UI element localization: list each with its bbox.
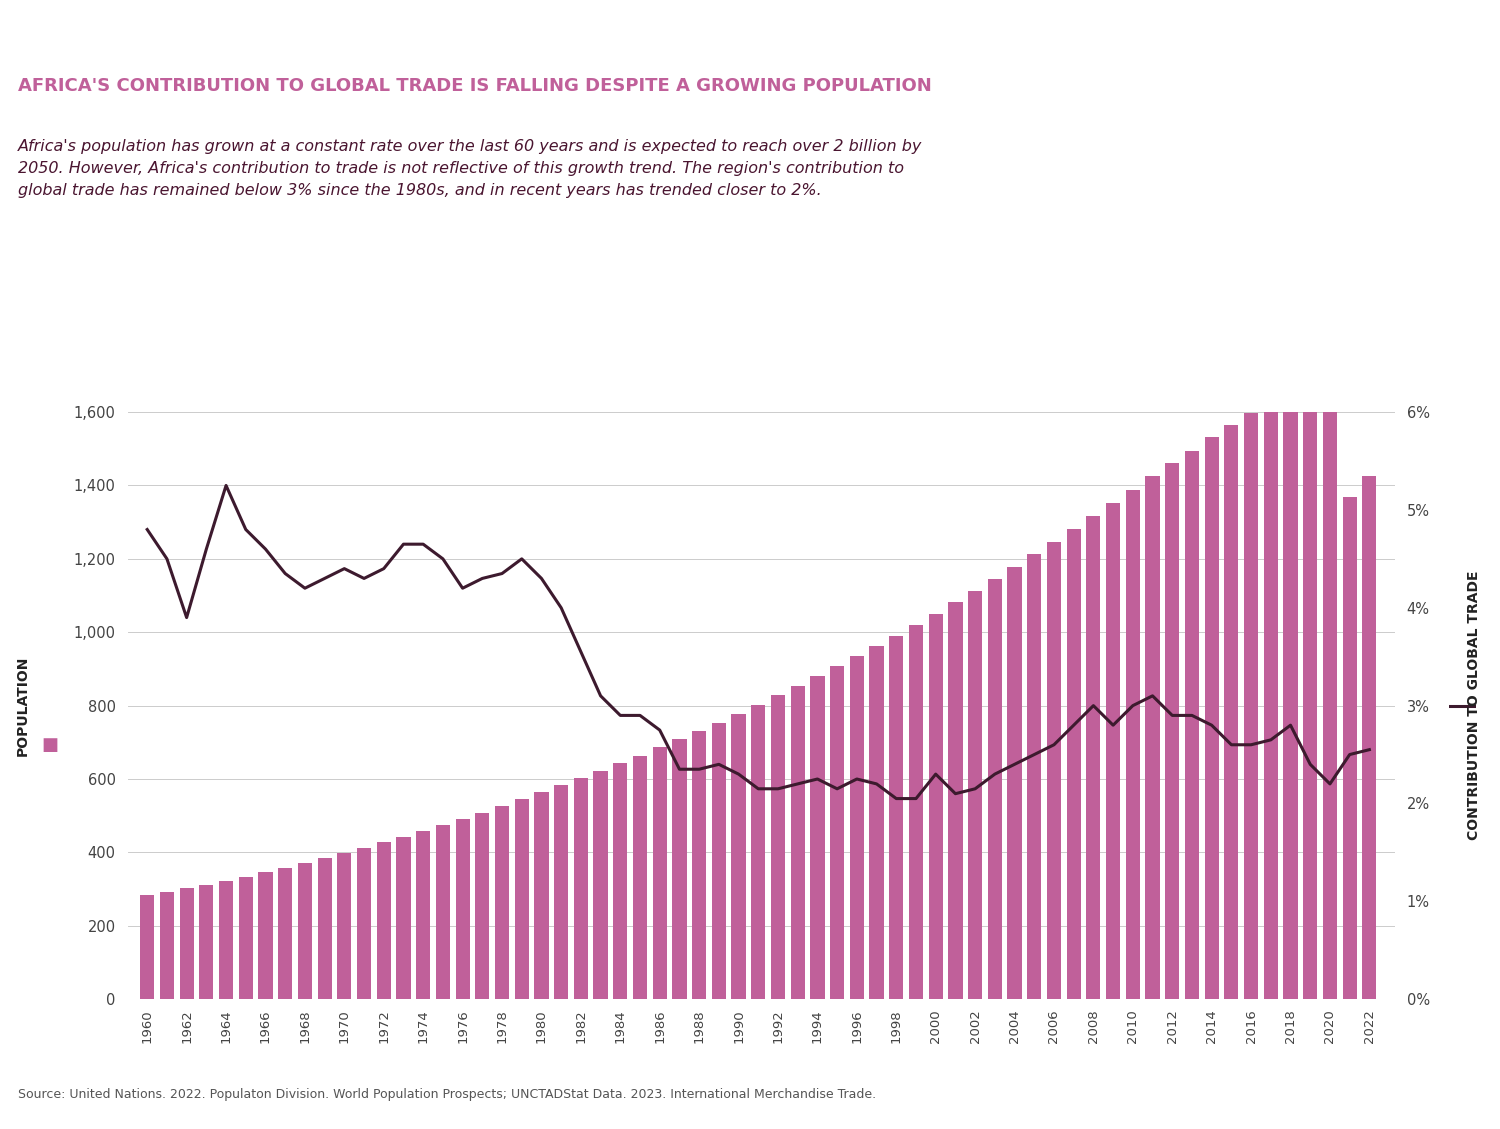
Bar [614, 763, 627, 999]
Bar [1185, 450, 1198, 999]
Bar [1362, 475, 1377, 999]
Bar [752, 704, 765, 999]
Bar [1204, 437, 1219, 999]
Bar [318, 858, 332, 999]
Text: CONTRIBUTION TO GLOBAL TRADE: CONTRIBUTION TO GLOBAL TRADE [1467, 571, 1482, 840]
Bar [357, 848, 370, 999]
Bar [1244, 413, 1258, 999]
Bar [1224, 426, 1239, 999]
Bar [810, 676, 825, 999]
Bar [830, 666, 844, 999]
Bar [850, 656, 864, 999]
Bar [200, 885, 213, 999]
Bar [278, 868, 292, 999]
Bar [180, 889, 194, 999]
Bar [514, 799, 529, 999]
Bar [298, 863, 312, 999]
Bar [574, 778, 588, 999]
Bar [928, 613, 944, 999]
Bar [948, 602, 963, 999]
Bar [1323, 364, 1336, 999]
Bar [870, 646, 883, 999]
Bar [1342, 497, 1358, 999]
Bar [1066, 530, 1082, 999]
Bar [909, 625, 922, 999]
Bar [219, 881, 232, 999]
Text: AFRICA'S CONTRIBUTION TO GLOBAL TRADE IS FALLING DESPITE A GROWING POPULATION: AFRICA'S CONTRIBUTION TO GLOBAL TRADE IS… [18, 77, 932, 95]
Bar [790, 685, 806, 999]
Bar [376, 842, 392, 999]
Bar [160, 892, 174, 999]
Bar [712, 723, 726, 999]
Bar [495, 806, 508, 999]
Bar [396, 837, 411, 999]
Bar [672, 739, 687, 999]
Bar [1047, 542, 1060, 999]
Bar [238, 876, 254, 999]
Text: FIGURE 15: FIGURE 15 [18, 23, 141, 43]
Bar [338, 854, 351, 999]
Bar [652, 747, 668, 999]
Bar [456, 819, 470, 999]
Bar [968, 590, 982, 999]
Bar [1008, 567, 1022, 999]
Bar [1284, 388, 1298, 999]
Bar [1166, 464, 1179, 999]
Bar [771, 695, 784, 999]
Bar [1304, 376, 1317, 999]
Bar [1125, 490, 1140, 999]
Text: Source: United Nations. 2022. Populaton Division. World Population Prospects; UN: Source: United Nations. 2022. Populaton … [18, 1087, 876, 1101]
Bar [476, 813, 489, 999]
Bar [1106, 502, 1120, 999]
Bar [1028, 554, 1041, 999]
Bar [1263, 401, 1278, 999]
Bar [692, 730, 706, 999]
Bar [140, 895, 154, 999]
Text: ■: ■ [40, 736, 58, 754]
Bar [416, 831, 430, 999]
Text: Africa's population has grown at a constant rate over the last 60 years and is e: Africa's population has grown at a const… [18, 139, 922, 199]
Text: POPULATION: POPULATION [15, 656, 30, 755]
Bar [1086, 516, 1101, 999]
Bar [594, 771, 608, 999]
Bar [534, 793, 549, 999]
Bar [890, 636, 903, 999]
Bar [258, 873, 273, 999]
Bar [732, 714, 746, 999]
Bar [436, 825, 450, 999]
Bar [554, 786, 568, 999]
Bar [633, 755, 646, 999]
Bar [987, 579, 1002, 999]
Bar [1146, 476, 1160, 999]
